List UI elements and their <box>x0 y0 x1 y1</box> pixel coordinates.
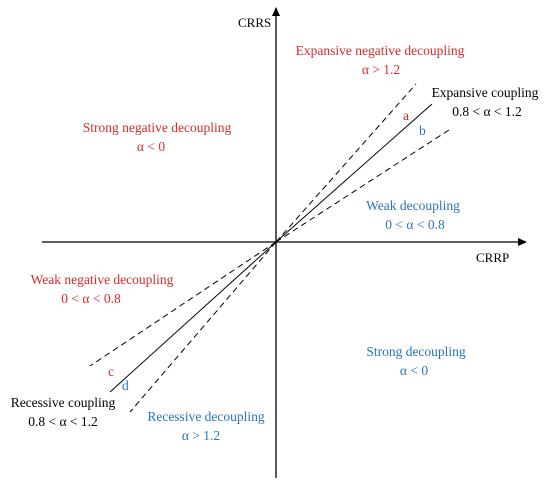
expansive-coupling-condition: 0.8 < α < 1.2 <box>452 104 522 119</box>
recessive-decoupling-label: Recessive decoupling <box>147 409 265 424</box>
expansive-coupling-label: Expansive coupling <box>432 85 539 100</box>
line-a <box>275 83 417 243</box>
recessive-coupling-condition: 0.8 < α < 1.2 <box>28 414 98 429</box>
weak-negative-decoupling-label: Weak negative decoupling <box>31 272 174 287</box>
line-label-d: d <box>122 378 129 393</box>
weak-negative-decoupling-condition: 0 < α < 0.8 <box>61 291 121 306</box>
expansive-negative-decoupling-label: Expansive negative decoupling <box>296 43 465 58</box>
weak-decoupling-condition: 0 < α < 0.8 <box>385 217 445 232</box>
strong-decoupling-condition: α < 0 <box>400 363 428 378</box>
line-c <box>89 241 277 367</box>
line-center-upper <box>275 103 433 243</box>
line-d <box>129 241 277 413</box>
recessive-decoupling-condition: α > 1.2 <box>182 428 220 443</box>
line-label-a: a <box>403 108 409 123</box>
line-b <box>275 127 453 243</box>
expansive-negative-decoupling-condition: α > 1.2 <box>362 62 400 77</box>
line-label-b: b <box>419 123 426 138</box>
strong-negative-decoupling-condition: α < 0 <box>137 139 165 154</box>
strong-decoupling-label: Strong decoupling <box>366 344 466 359</box>
weak-decoupling-label: Weak decoupling <box>366 198 460 213</box>
line-label-c: c <box>108 364 114 379</box>
strong-negative-decoupling-label: Strong negative decoupling <box>83 120 232 135</box>
line-center-lower <box>109 241 277 393</box>
x-axis-label: CRRP <box>476 250 509 265</box>
y-axis-label: CRRS <box>238 15 271 30</box>
recessive-coupling-label: Recessive coupling <box>11 395 116 410</box>
